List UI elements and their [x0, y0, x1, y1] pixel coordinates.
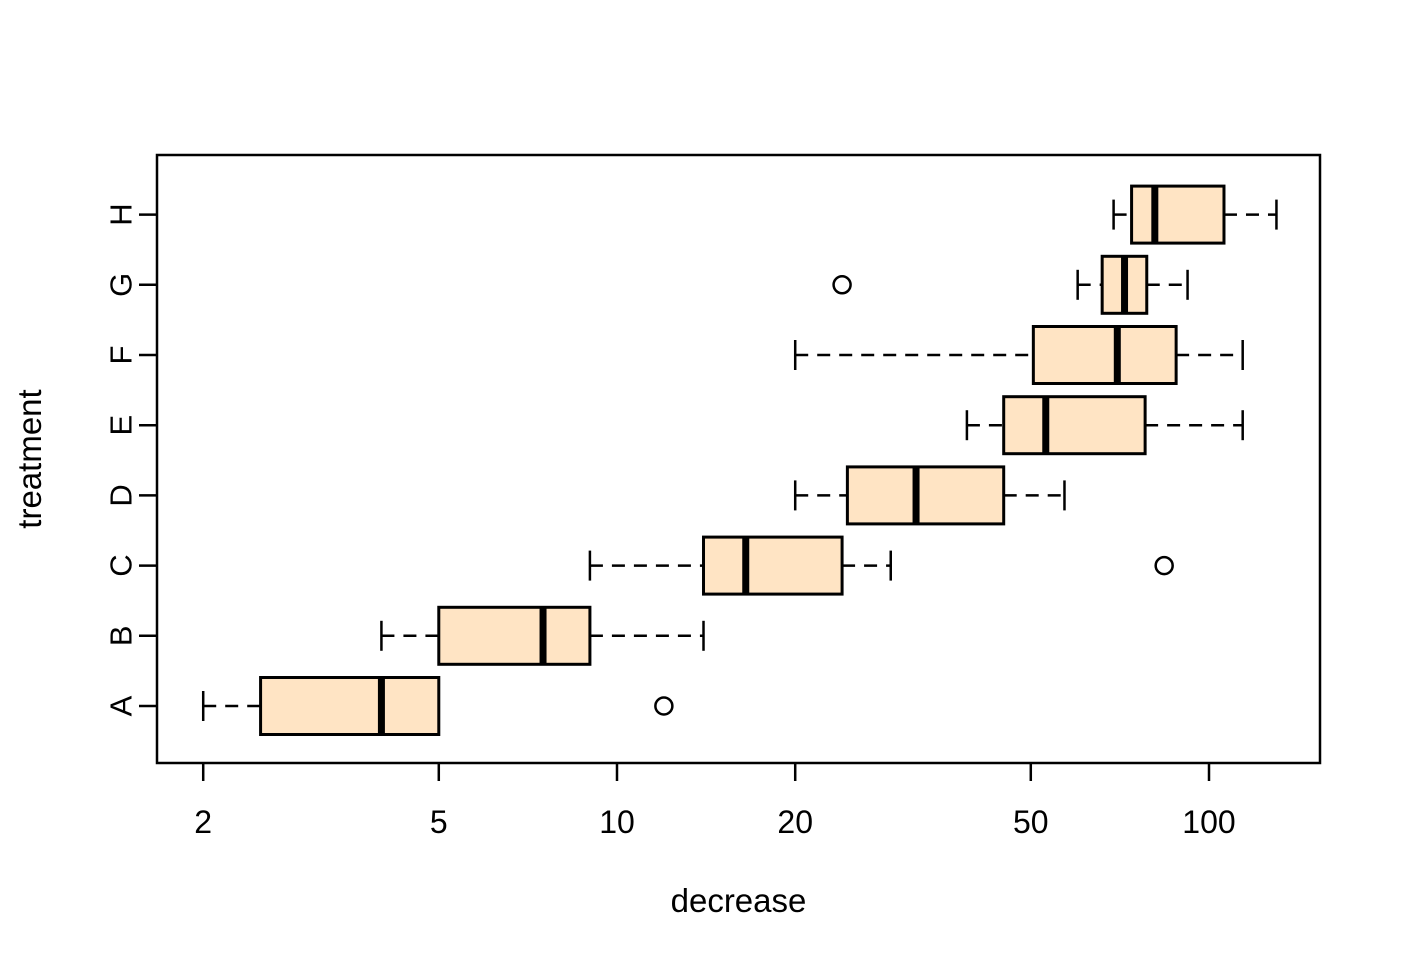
- y-category-label: G: [104, 273, 139, 297]
- y-category-label: E: [104, 415, 139, 436]
- x-tick-label: 5: [430, 804, 448, 840]
- x-tick-label: 2: [194, 804, 212, 840]
- y-category-label: A: [104, 695, 139, 716]
- x-tick-label: 10: [599, 804, 635, 840]
- x-tick-label: 100: [1182, 804, 1235, 840]
- outlier-point-g: [832, 275, 852, 295]
- box-e: [1002, 395, 1147, 456]
- y-category-label: H: [104, 203, 139, 225]
- y-category-label: B: [104, 625, 139, 646]
- x-tick-label: 20: [777, 804, 813, 840]
- y-axis-title: treatment: [11, 389, 48, 529]
- y-category-label: F: [104, 346, 139, 365]
- box-c: [702, 535, 844, 596]
- box-b: [437, 605, 592, 666]
- box-h: [1130, 184, 1226, 245]
- outlier-point-a: [654, 696, 674, 716]
- y-category-label: D: [104, 484, 139, 506]
- box-f: [1031, 325, 1178, 385]
- x-axis-title: decrease: [670, 882, 807, 919]
- x-tick-label: 50: [1013, 804, 1049, 840]
- outlier-point-c: [1154, 555, 1174, 576]
- y-category-label: C: [104, 554, 139, 576]
- plot-frame: [155, 153, 1322, 765]
- box-d: [845, 465, 1006, 526]
- box-a: [259, 676, 441, 736]
